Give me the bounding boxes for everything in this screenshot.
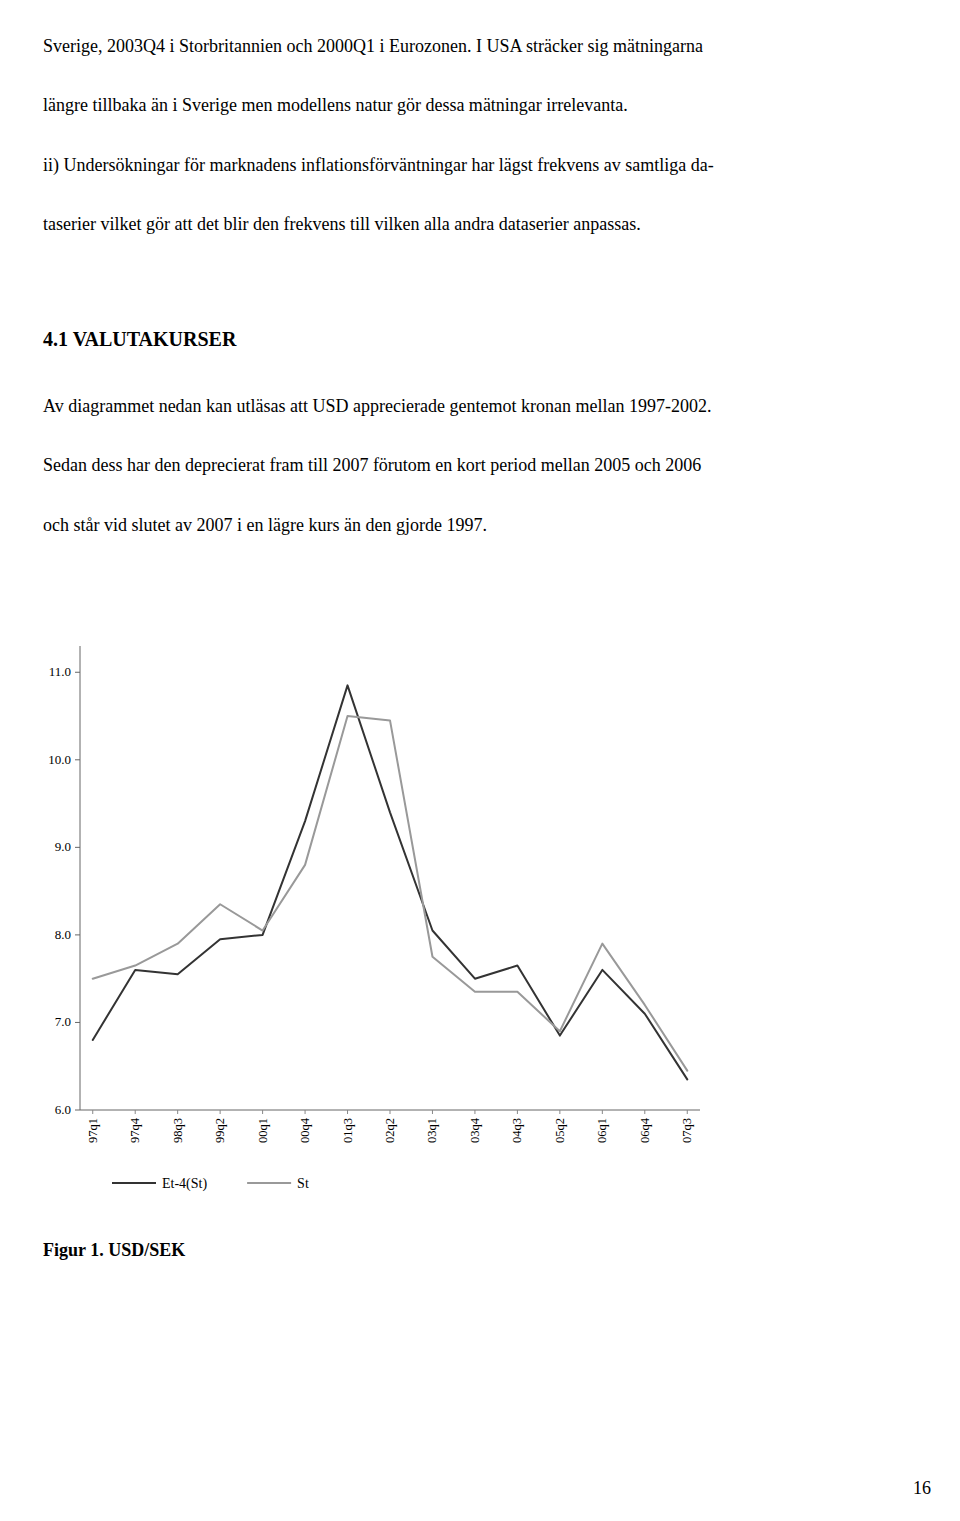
x-tick [559, 1110, 560, 1114]
x-tick [135, 1110, 136, 1114]
x-tick [177, 1110, 178, 1114]
x-tick-label: 97q4 [128, 1117, 142, 1143]
legend: Et-4(St) St [112, 1176, 309, 1192]
body-text: och står vid slutet av 2007 i en lägre k… [43, 515, 487, 535]
legend-swatch [247, 1182, 291, 1184]
chart: 6.0 7.0 8.0 9.0 10.0 11.0 97q1 97q4 98q3 99q2 00q1… [48, 646, 700, 1143]
x-tick [305, 1110, 306, 1114]
x-tick-label: 06q4 [638, 1117, 652, 1143]
legend-swatch [112, 1182, 156, 1184]
x-tick-label: 00q1 [256, 1118, 270, 1143]
x-tick [390, 1110, 391, 1114]
legend-label: Et-4(St) [162, 1176, 207, 1192]
x-tick-label: 04q3 [510, 1118, 524, 1143]
body-text: Av diagrammet nedan kan utläsas att USD … [43, 396, 711, 416]
x-tick [262, 1110, 263, 1114]
y-tick [75, 847, 80, 848]
x-tick-label: 03q4 [468, 1117, 482, 1143]
y-tick [75, 934, 80, 935]
x-tick [517, 1110, 518, 1114]
x-tick-label: 02q2 [383, 1118, 397, 1143]
y-tick-label: 11.0 [49, 664, 71, 679]
x-tick [92, 1110, 93, 1114]
figure-caption: Figur 1. USD/SEK [43, 1240, 185, 1260]
x-tick [687, 1110, 688, 1114]
series-group [93, 685, 688, 1079]
x-tick [644, 1110, 645, 1114]
x-tick-label: 07q3 [680, 1118, 694, 1143]
section-heading: 4.1 VALUTAKURSER [43, 328, 237, 350]
y-tick [75, 672, 80, 673]
y-tick-label: 7.0 [55, 1014, 71, 1029]
body-text: Sverige, 2003Q4 i Storbritannien och 200… [43, 36, 703, 56]
x-tick [432, 1110, 433, 1114]
series-line [93, 685, 688, 1079]
series-line [93, 716, 688, 1071]
background [0, 0, 960, 1521]
x-tick [602, 1110, 603, 1114]
x-tick-label: 00q4 [298, 1117, 312, 1143]
page: Sverige, 2003Q4 i Storbritannien och 200… [0, 0, 960, 1521]
page-number: 16 [913, 1478, 931, 1498]
x-tick-label: 01q3 [341, 1118, 355, 1143]
y-tick-label: 8.0 [55, 927, 71, 942]
y-tick-label: 9.0 [55, 839, 71, 854]
x-tick-label: 97q1 [86, 1118, 100, 1143]
legend-label: St [297, 1176, 309, 1191]
x-tick [347, 1110, 348, 1114]
y-tick [75, 1110, 80, 1111]
y-tick [75, 1022, 80, 1023]
x-tick [220, 1110, 221, 1114]
x-tick [474, 1110, 475, 1114]
x-tick-label: 98q3 [171, 1118, 185, 1143]
x-tick-label: 06q1 [595, 1118, 609, 1143]
y-tick [75, 759, 80, 760]
x-tick-label: 03q1 [425, 1118, 439, 1143]
y-axis-line [80, 646, 81, 1110]
y-tick-label: 6.0 [55, 1102, 71, 1117]
y-tick-label: 10.0 [48, 752, 71, 767]
body-text: taserier vilket gör att det blir den fre… [43, 214, 641, 234]
body-text: längre tillbaka än i Sverige men modelle… [43, 95, 628, 115]
x-tick-label: 05q2 [553, 1118, 567, 1143]
body-text: ii) Undersökningar för marknadens inflat… [43, 155, 714, 176]
x-tick-label: 99q2 [213, 1118, 227, 1143]
body-text: Sedan dess har den deprecierat fram till… [43, 455, 701, 475]
